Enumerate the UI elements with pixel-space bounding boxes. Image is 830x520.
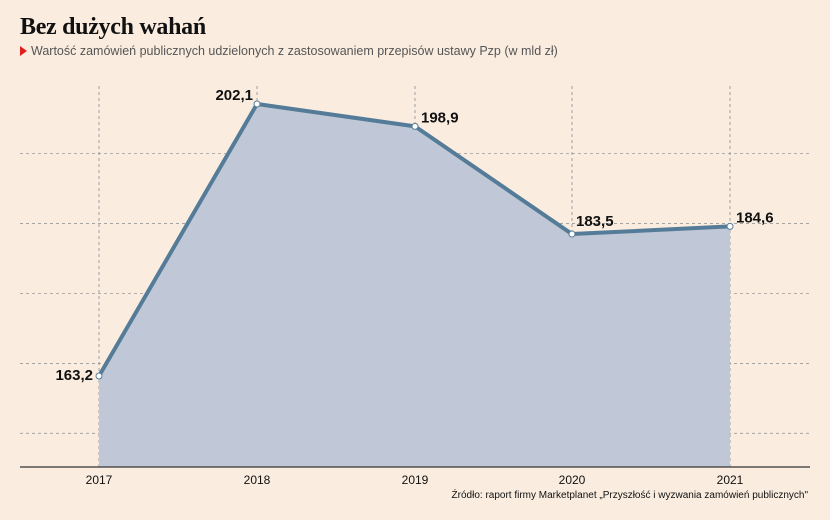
x-tick-label: 2021 (717, 473, 744, 487)
data-label: 184,6 (736, 209, 774, 226)
red-triangle-icon (20, 46, 27, 56)
data-point (95, 372, 103, 380)
x-tick-label: 2020 (559, 473, 586, 487)
data-points (95, 100, 734, 380)
series-area (99, 104, 730, 467)
data-point (568, 230, 576, 238)
x-tick-label: 2019 (402, 473, 429, 487)
data-label: 163,2 (55, 367, 93, 384)
data-point (411, 122, 419, 130)
data-point (253, 100, 261, 108)
data-labels: 163,2 202,1 198,9 183,5 184,6 (55, 87, 773, 384)
chart-title: Bez dużych wahań (20, 14, 206, 40)
chart-subtitle: Wartość zamówień publicznych udzielonych… (20, 44, 558, 58)
data-label: 198,9 (421, 109, 459, 126)
data-label: 183,5 (576, 213, 614, 230)
x-tick-label: 2018 (244, 473, 271, 487)
x-tick-label: 2017 (86, 473, 113, 487)
data-label: 202,1 (215, 87, 253, 104)
source-note: Źródło: raport firmy Marketplanet „Przys… (451, 490, 808, 501)
data-point (726, 222, 734, 230)
x-tick-labels: 2017 2018 2019 2020 2021 (86, 473, 744, 487)
subtitle-text: Wartość zamówień publicznych udzielonych… (31, 44, 558, 58)
